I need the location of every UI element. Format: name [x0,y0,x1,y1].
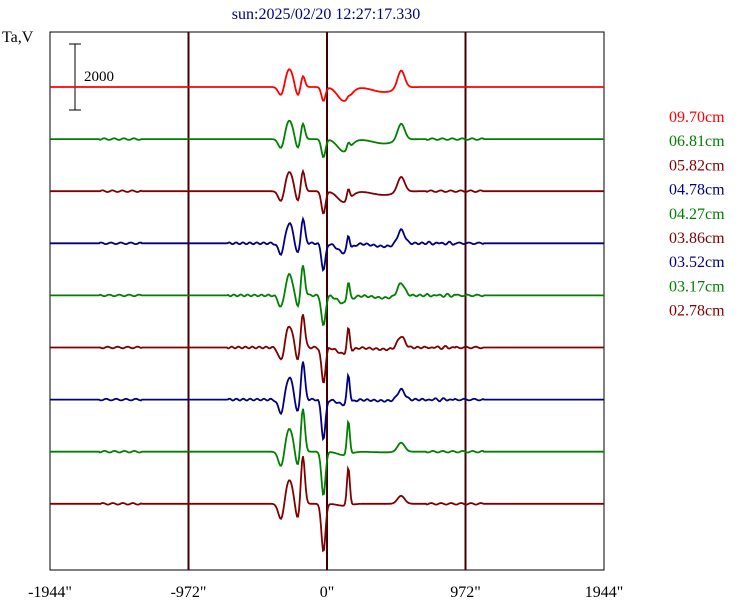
legend-entry: 02.78cm [669,303,725,320]
series-line [50,265,604,327]
series-layer [50,68,604,553]
x-tick-label: 0" [320,584,335,601]
x-tick-label: -1944" [28,584,72,601]
legend-entry: 09.70cm [669,109,725,126]
legend-entry: 03.52cm [669,254,725,271]
series-line [50,361,604,442]
legend-entry: 06.81cm [669,133,725,150]
series-line [50,456,604,553]
x-tick-label: 972" [450,584,481,601]
legend-entry: 05.82cm [669,157,725,174]
legend-entry: 04.78cm [669,182,725,199]
series-line [50,408,604,496]
series-line [50,216,604,273]
series-line [50,119,604,159]
legend-entry: 03.17cm [669,278,725,295]
series-line [50,68,604,102]
legend: 09.70cm 06.81cm 05.82cm 04.78cm 04.27cm 03.86… [669,109,725,320]
series-line [50,168,604,215]
series-line [50,314,604,384]
x-tick-labels: -1944" -972" 0" 972" 1944" [28,584,623,601]
scale-bar: 2000 [69,43,114,111]
x-tick-label: -972" [171,584,207,601]
scale-bar-label: 2000 [84,69,114,85]
legend-entry: 04.27cm [669,206,725,223]
x-tick-label: 1944" [585,584,624,601]
chart-title: sun:2025/02/20 12:27:17.330 [232,6,420,23]
y-axis-label: Ta,V [2,29,34,46]
legend-entry: 03.86cm [669,230,725,247]
